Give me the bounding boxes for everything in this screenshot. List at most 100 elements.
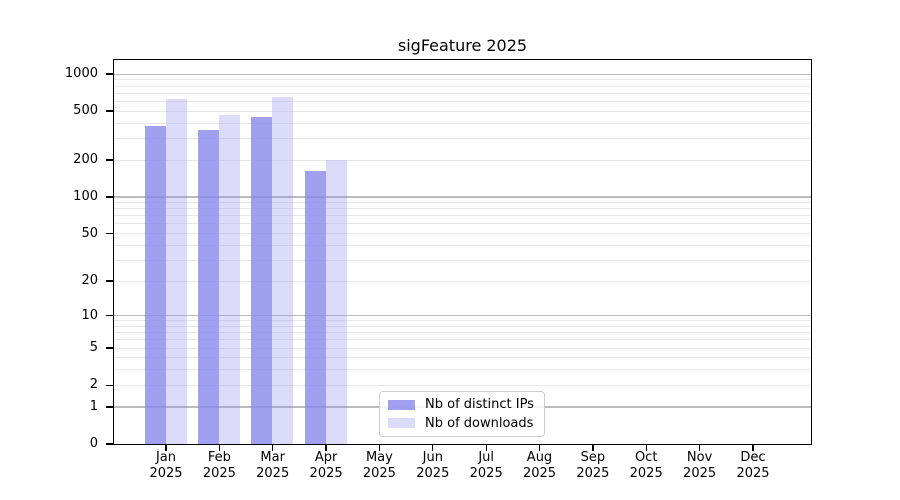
minor-gridline: [113, 339, 811, 341]
x-tick-month: May: [365, 450, 393, 465]
y-tick-mark: [106, 280, 114, 282]
x-tick-year: 2025: [576, 465, 610, 481]
y-tick-label: 10: [81, 307, 98, 323]
bar-distinct-ips: [304, 171, 326, 444]
bars-layer: [114, 60, 811, 444]
x-tick-label: Mar 2025: [241, 450, 305, 481]
x-tick-label: Feb 2025: [187, 450, 251, 481]
legend-entry: Nb of distinct IPs: [388, 397, 536, 412]
x-tick-month: Jan: [155, 450, 177, 465]
minor-gridline: [113, 357, 811, 359]
x-tick-month: Mar: [260, 450, 285, 465]
y-tick-label: 20: [81, 273, 98, 288]
x-tick-mark: [485, 444, 487, 451]
bar-downloads: [165, 99, 187, 444]
bar-distinct-ips: [251, 116, 273, 444]
y-tick-label: 0: [89, 436, 98, 451]
x-tick-year: 2025: [202, 465, 236, 481]
x-tick-label: Aug 2025: [508, 450, 572, 481]
x-tick-label: Jul 2025: [454, 450, 518, 481]
grid-layer: [113, 60, 811, 444]
x-tick-year: 2025: [683, 465, 717, 481]
x-tick-month: Feb: [207, 450, 231, 465]
x-tick-label: Dec 2025: [721, 450, 785, 481]
x-tick-year: 2025: [469, 465, 503, 481]
x-tick-mark: [538, 444, 541, 451]
x-tick-mark: [645, 444, 647, 451]
x-tick-month: Jul: [478, 450, 495, 465]
y-tick-mark: [106, 159, 114, 161]
legend-entry: Nb of downloads: [388, 416, 536, 431]
x-tick-year: 2025: [629, 465, 663, 481]
x-tick-label: Jan 2025: [134, 450, 198, 481]
x-tick-year: 2025: [736, 465, 770, 481]
minor-gridline: [113, 233, 811, 234]
y-tick-mark: [106, 443, 114, 445]
minor-gridline: [113, 384, 811, 386]
minor-gridline: [113, 347, 811, 349]
y-tick-mark: [106, 196, 114, 198]
x-tick-year: 2025: [256, 465, 290, 481]
x-tick-year: 2025: [362, 465, 396, 481]
y-tick-label: 1: [89, 398, 98, 414]
y-tick-mark: [106, 406, 114, 408]
minor-gridline: [113, 79, 811, 81]
x-tick-year: 2025: [309, 465, 343, 481]
x-tick-year: 2025: [149, 465, 183, 481]
minor-gridline: [113, 122, 811, 124]
bar-downloads: [218, 114, 240, 444]
legend-swatch: [388, 418, 415, 429]
x-tick-mark: [592, 444, 594, 451]
y-tick-mark: [106, 110, 114, 112]
x-tick-month: Oct: [634, 450, 658, 465]
x-tick-label: Oct 2025: [614, 450, 678, 481]
minor-gridline: [113, 325, 811, 327]
x-tick-month: Aug: [526, 450, 553, 465]
x-tick-month: Nov: [686, 450, 713, 465]
y-tick-label: 50: [81, 225, 98, 241]
minor-gridline: [113, 223, 811, 225]
legend-label: Nb of downloads: [425, 415, 534, 431]
x-tick-month: Dec: [740, 450, 766, 465]
minor-gridline: [113, 215, 811, 217]
y-tick-mark: [106, 232, 114, 235]
minor-gridline: [113, 110, 811, 112]
major-gridline: [113, 196, 811, 198]
y-tick-mark: [106, 314, 114, 317]
y-tick-mark: [106, 73, 114, 75]
x-tick-mark: [698, 444, 701, 451]
x-tick-mark: [165, 444, 167, 451]
x-tick-label: Apr 2025: [294, 450, 358, 481]
major-gridline: [113, 73, 811, 75]
x-tick-year: 2025: [522, 465, 557, 481]
x-tick-label: Nov 2025: [668, 450, 732, 481]
bar-distinct-ips: [197, 129, 219, 444]
x-tick-month: Jun: [422, 450, 443, 465]
minor-gridline: [113, 159, 811, 161]
y-tick-label: 2: [89, 377, 98, 393]
minor-gridline: [113, 320, 811, 322]
bar-distinct-ips: [144, 126, 166, 444]
legend-label: Nb of distinct IPs: [425, 397, 534, 413]
x-tick-mark: [432, 444, 434, 451]
minor-gridline: [113, 137, 811, 139]
minor-gridline: [113, 259, 811, 261]
y-tick-label: 1000: [64, 66, 98, 81]
x-tick-month: Apr: [314, 450, 338, 465]
bar-downloads: [325, 159, 347, 444]
minor-gridline: [113, 208, 811, 210]
minor-gridline: [113, 201, 811, 203]
y-tick-label: 5: [89, 340, 98, 356]
chart-title: sigFeature 2025: [397, 36, 528, 55]
x-tick-year: 2025: [416, 465, 450, 481]
minor-gridline: [113, 85, 811, 87]
minor-gridline: [113, 92, 811, 94]
x-tick-mark: [272, 444, 274, 451]
minor-gridline: [113, 369, 811, 371]
major-gridline: [113, 315, 811, 317]
minor-gridline: [113, 280, 811, 282]
bar-downloads: [272, 97, 294, 444]
x-tick-label: May 2025: [347, 450, 411, 481]
x-tick-mark: [325, 444, 327, 451]
